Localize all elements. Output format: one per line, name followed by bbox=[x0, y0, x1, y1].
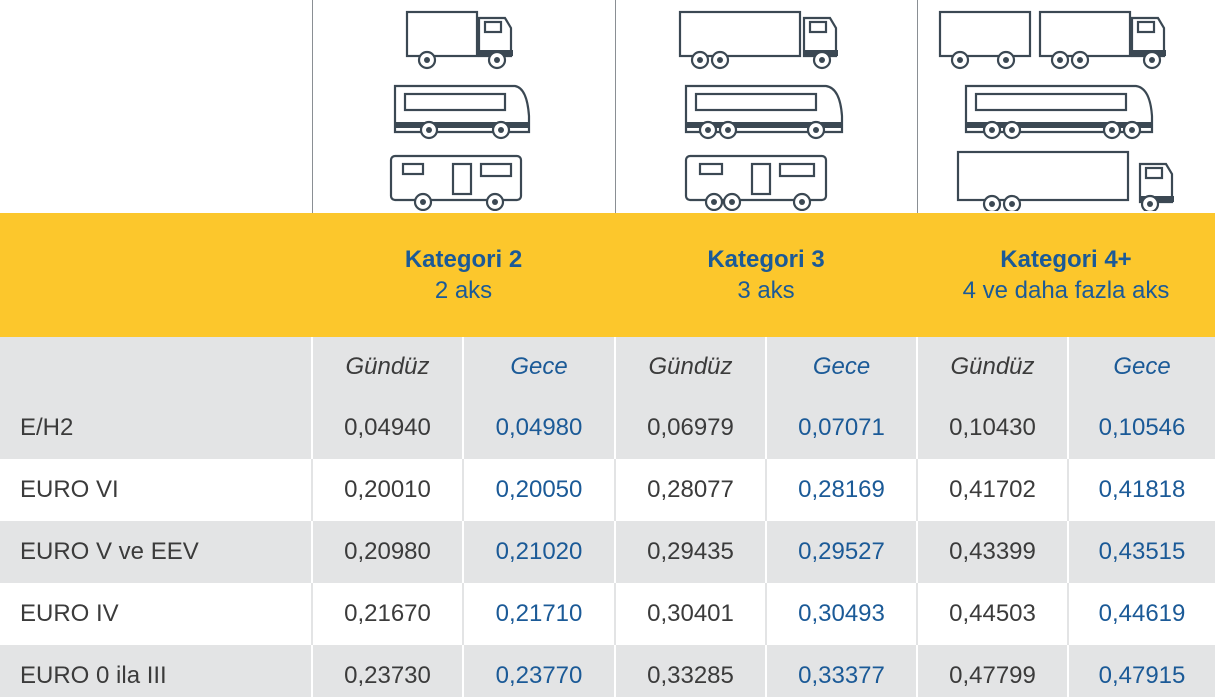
price-cell: 0,04980 bbox=[463, 397, 615, 459]
category-cell: Kategori 4+4 ve daha fazla aks bbox=[917, 213, 1215, 337]
category-title: Kategori 3 bbox=[615, 244, 917, 275]
price-cell: 0,43515 bbox=[1068, 521, 1215, 583]
price-cell: 0,06979 bbox=[615, 397, 766, 459]
price-cell: 0,07071 bbox=[766, 397, 917, 459]
icon-set bbox=[676, 6, 856, 211]
price-cell: 0,20980 bbox=[312, 521, 463, 583]
category-title: Kategori 2 bbox=[312, 244, 615, 275]
row-label: EURO IV bbox=[0, 583, 312, 645]
price-cell: 0,29435 bbox=[615, 521, 766, 583]
price-cell: 0,23730 bbox=[312, 645, 463, 697]
price-cell: 0,44619 bbox=[1068, 583, 1215, 645]
price-cell: 0,47915 bbox=[1068, 645, 1215, 697]
price-cell: 0,44503 bbox=[917, 583, 1068, 645]
icon-set bbox=[936, 6, 1196, 211]
time-label: Gündüz bbox=[917, 337, 1068, 397]
price-cell: 0,28077 bbox=[615, 459, 766, 521]
vehicle-icons bbox=[0, 0, 1215, 213]
empty-cell bbox=[0, 213, 312, 337]
category-axles: 4 ve daha fazla aks bbox=[917, 275, 1215, 306]
time-label: Gündüz bbox=[615, 337, 766, 397]
time-label: Gece bbox=[766, 337, 917, 397]
price-cell: 0,20010 bbox=[312, 459, 463, 521]
price-cell: 0,33285 bbox=[615, 645, 766, 697]
price-cell: 0,41818 bbox=[1068, 459, 1215, 521]
category-axles: 3 aks bbox=[615, 275, 917, 306]
row-label: EURO V ve EEV bbox=[0, 521, 312, 583]
price-cell: 0,29527 bbox=[766, 521, 917, 583]
separator bbox=[615, 0, 616, 213]
price-cell: 0,47799 bbox=[917, 645, 1068, 697]
price-cell: 0,30493 bbox=[766, 583, 917, 645]
time-label: Gündüz bbox=[312, 337, 463, 397]
price-cell: 0,41702 bbox=[917, 459, 1068, 521]
time-label: Gece bbox=[1068, 337, 1215, 397]
price-cell: 0,21020 bbox=[463, 521, 615, 583]
separator bbox=[917, 0, 918, 213]
price-cell: 0,21710 bbox=[463, 583, 615, 645]
price-cell: 0,33377 bbox=[766, 645, 917, 697]
price-cell: 0,28169 bbox=[766, 459, 917, 521]
category-title: Kategori 4+ bbox=[917, 244, 1215, 275]
row-label: EURO VI bbox=[0, 459, 312, 521]
icon-set bbox=[383, 6, 543, 211]
price-cell: 0,30401 bbox=[615, 583, 766, 645]
time-label: Gece bbox=[463, 337, 615, 397]
empty-cell bbox=[0, 337, 312, 397]
price-cell: 0,23770 bbox=[463, 645, 615, 697]
row-label: E/H2 bbox=[0, 397, 312, 459]
price-cell: 0,43399 bbox=[917, 521, 1068, 583]
price-cell: 0,20050 bbox=[463, 459, 615, 521]
row-label: EURO 0 ila III bbox=[0, 645, 312, 697]
price-cell: 0,10430 bbox=[917, 397, 1068, 459]
category-axles: 2 aks bbox=[312, 275, 615, 306]
page: Kategori 22 aksKategori 33 aksKategori 4… bbox=[0, 0, 1215, 697]
price-cell: 0,21670 bbox=[312, 583, 463, 645]
price-cell: 0,04940 bbox=[312, 397, 463, 459]
separator bbox=[312, 0, 313, 213]
price-cell: 0,10546 bbox=[1068, 397, 1215, 459]
